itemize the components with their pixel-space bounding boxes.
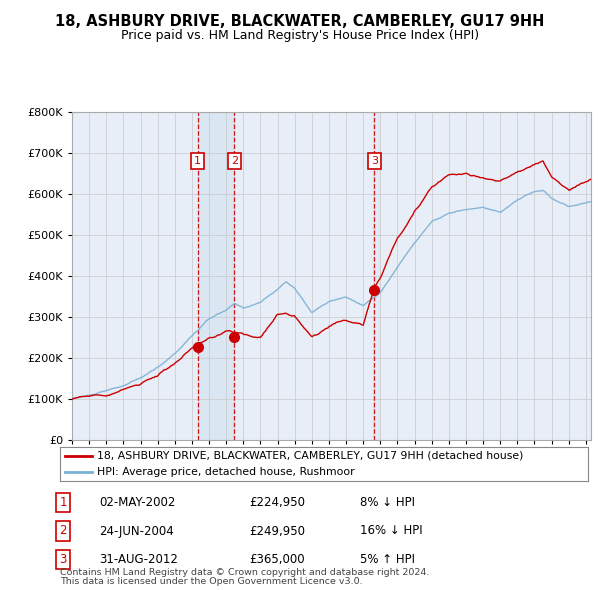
Text: 18, ASHBURY DRIVE, BLACKWATER, CAMBERLEY, GU17 9HH (detached house): 18, ASHBURY DRIVE, BLACKWATER, CAMBERLEY… bbox=[97, 451, 523, 461]
Text: 1: 1 bbox=[59, 496, 67, 509]
Text: 16% ↓ HPI: 16% ↓ HPI bbox=[360, 525, 422, 537]
Text: 3: 3 bbox=[59, 553, 67, 566]
Text: 2: 2 bbox=[59, 525, 67, 537]
Text: HPI: Average price, detached house, Rushmoor: HPI: Average price, detached house, Rush… bbox=[97, 467, 355, 477]
Text: 02-MAY-2002: 02-MAY-2002 bbox=[99, 496, 175, 509]
Text: 18, ASHBURY DRIVE, BLACKWATER, CAMBERLEY, GU17 9HH: 18, ASHBURY DRIVE, BLACKWATER, CAMBERLEY… bbox=[55, 14, 545, 30]
Text: 3: 3 bbox=[371, 156, 378, 166]
Text: This data is licensed under the Open Government Licence v3.0.: This data is licensed under the Open Gov… bbox=[60, 578, 362, 586]
Text: Price paid vs. HM Land Registry's House Price Index (HPI): Price paid vs. HM Land Registry's House … bbox=[121, 29, 479, 42]
Text: 5% ↑ HPI: 5% ↑ HPI bbox=[360, 553, 415, 566]
Text: 24-JUN-2004: 24-JUN-2004 bbox=[99, 525, 174, 537]
Text: 31-AUG-2012: 31-AUG-2012 bbox=[99, 553, 178, 566]
Text: 2: 2 bbox=[230, 156, 238, 166]
Text: £249,950: £249,950 bbox=[249, 525, 305, 537]
Text: Contains HM Land Registry data © Crown copyright and database right 2024.: Contains HM Land Registry data © Crown c… bbox=[60, 568, 430, 577]
Text: 1: 1 bbox=[194, 156, 201, 166]
Bar bbox=[373, 112, 380, 440]
Bar bbox=[197, 112, 234, 440]
Text: £224,950: £224,950 bbox=[249, 496, 305, 509]
Text: 8% ↓ HPI: 8% ↓ HPI bbox=[360, 496, 415, 509]
Text: £365,000: £365,000 bbox=[249, 553, 305, 566]
